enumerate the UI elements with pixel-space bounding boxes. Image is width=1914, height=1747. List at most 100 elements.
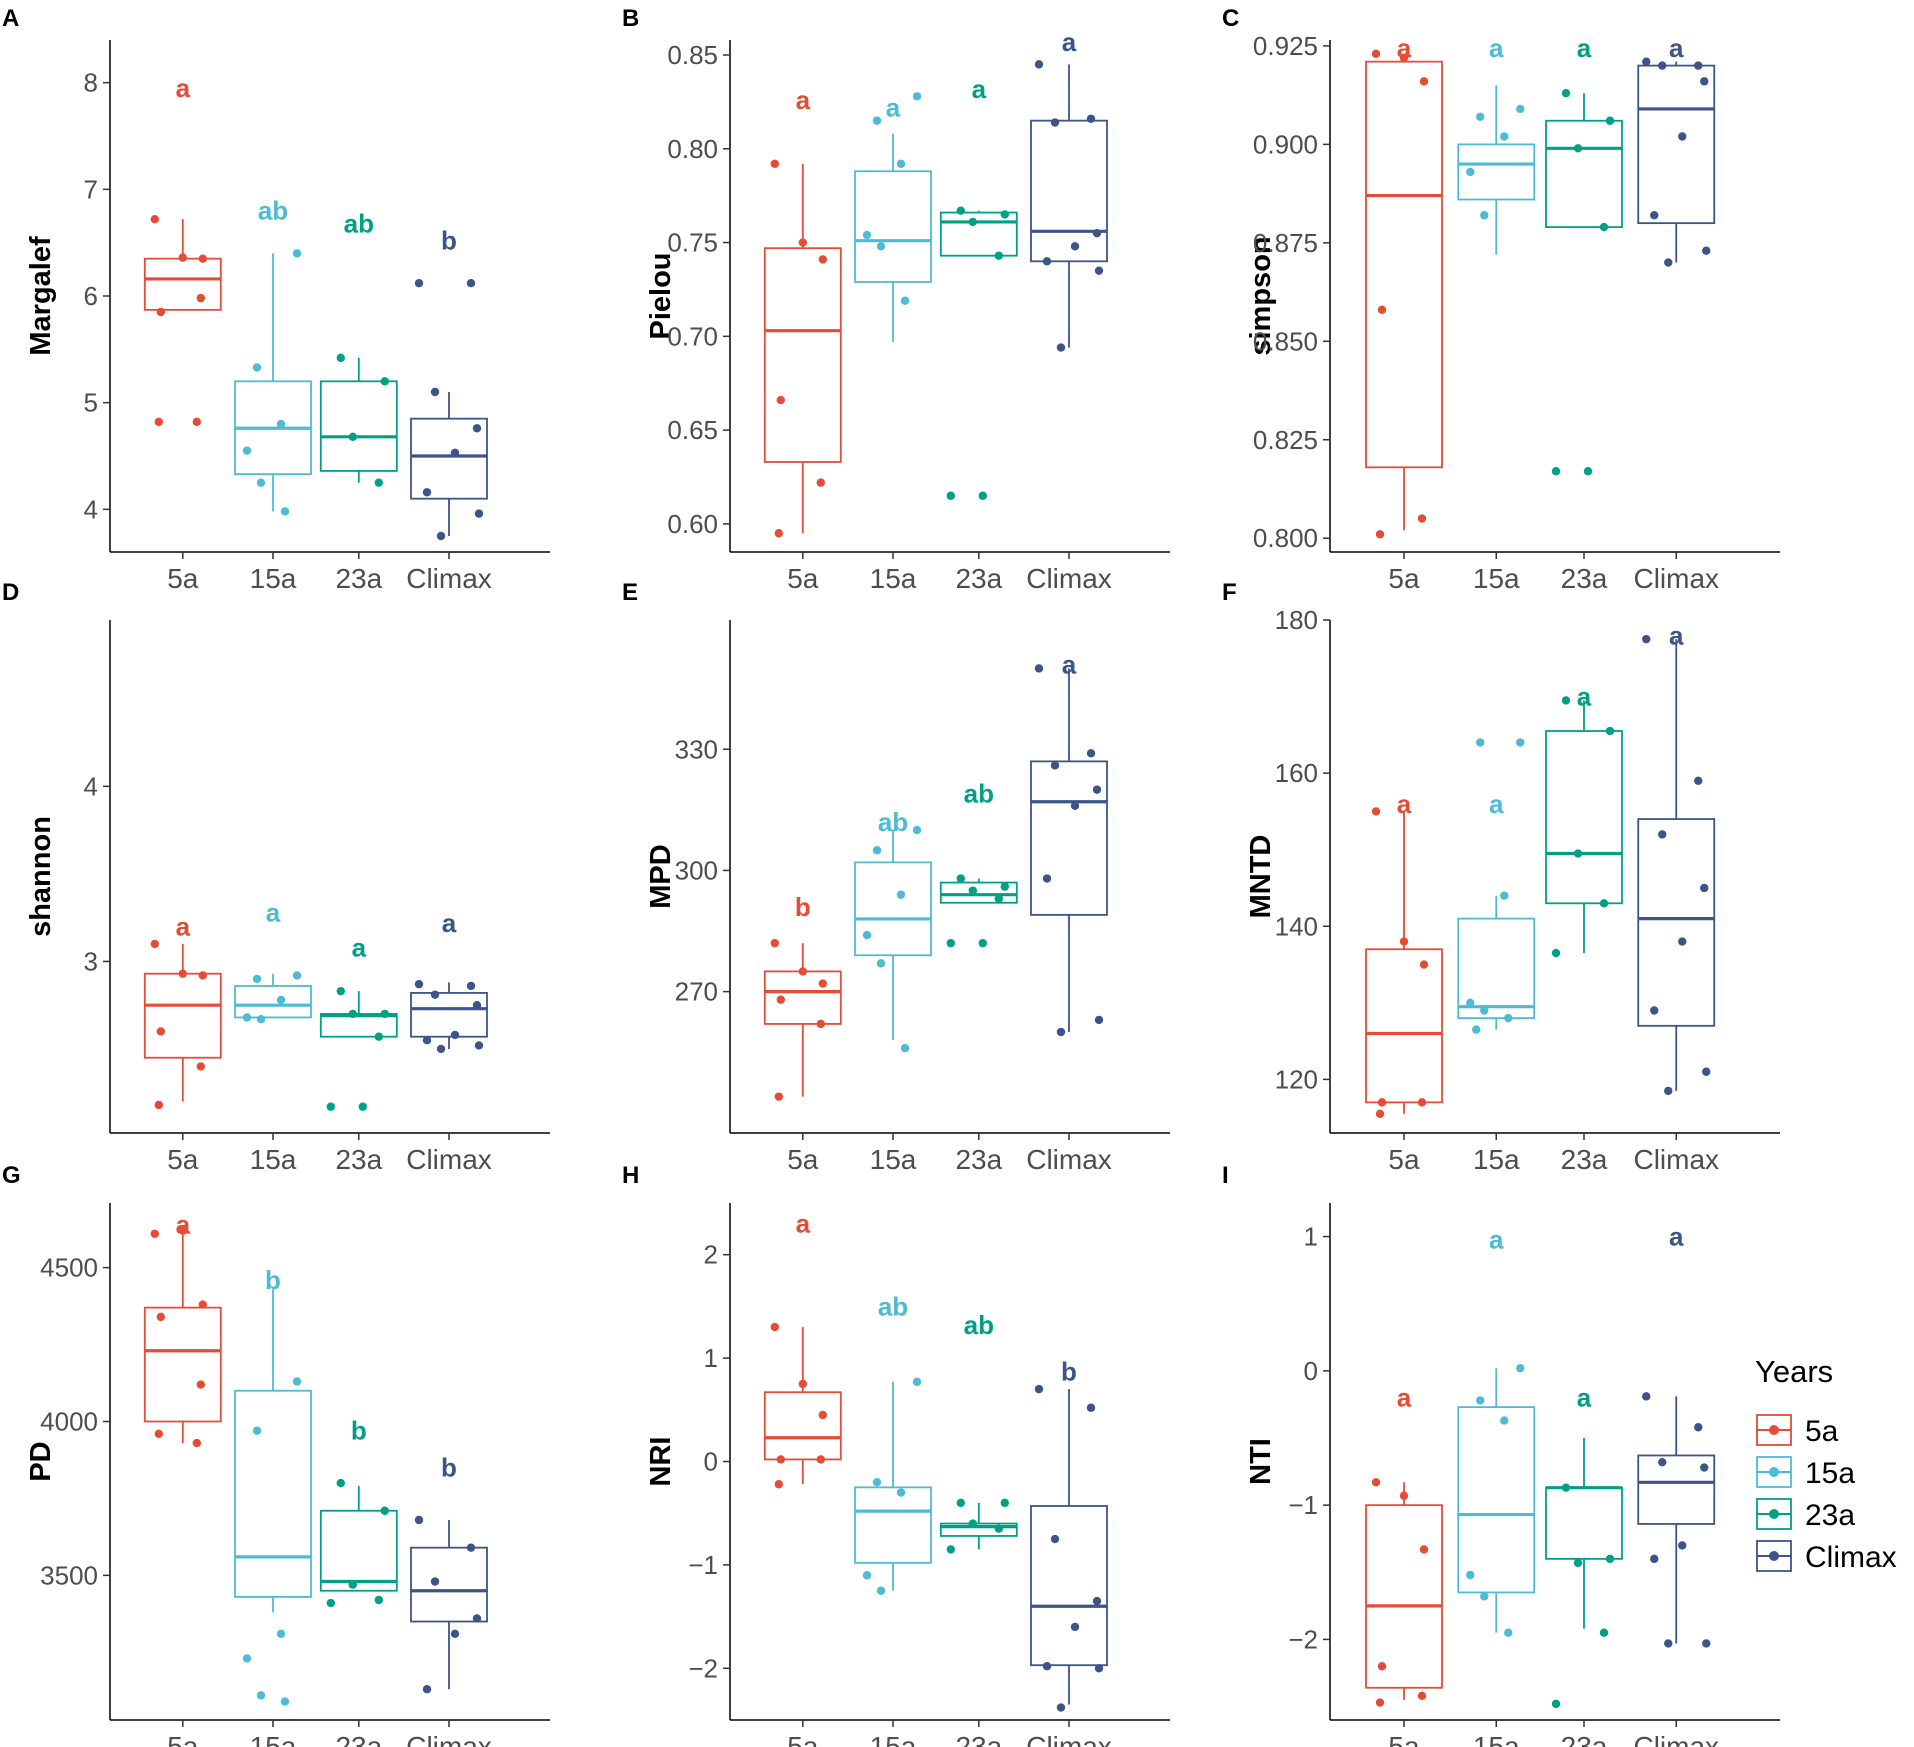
data-point [1466,167,1475,177]
data-point [872,846,882,855]
significance-letter: ab [878,807,908,837]
box-iqr [1030,119,1108,263]
legend-entry: 23a [1756,1498,1855,1532]
y-tick-label: 7 [84,174,98,204]
box-5a [143,943,222,1102]
significance-letter: a [1397,33,1412,63]
y-tick-label: −1 [1288,1490,1318,1520]
data-point [1650,1006,1659,1015]
box-iqr [1030,760,1108,916]
data-point [956,874,965,883]
data-point [1480,1006,1489,1015]
box-iqr [1030,1505,1108,1667]
y-axis-title: shannon [25,816,57,937]
significance-letter: a [1489,33,1504,63]
x-tick-label: 5a [1388,1731,1420,1747]
data-point [1480,211,1489,220]
box-iqr [234,985,312,1019]
box-5a [763,1327,842,1485]
data-point [816,478,825,487]
data-point [1561,1483,1571,1492]
data-point [1050,761,1060,770]
panel-B: B Pielou 0.60 0.65 0.70 0.75 0.80 0.85 5a 15a 23a C… [622,5,1170,594]
x-tick-label: Climax [406,1144,492,1175]
data-point [450,1629,460,1639]
box-15a [234,1289,312,1613]
data-point [1642,634,1651,644]
data-point [1605,116,1615,125]
box-15a [234,973,312,1019]
data-point [956,1498,965,1508]
box-iqr [1457,1406,1536,1594]
data-point [374,1032,383,1041]
data-point [1056,343,1066,352]
y-tick-label: 3500 [40,1560,98,1590]
data-point [336,353,345,363]
data-point [252,1426,262,1435]
data-point [1086,749,1096,758]
y-tick-label: 0.900 [1253,129,1318,159]
data-point [978,491,987,500]
y-tick-label: 0.925 [1253,31,1318,61]
data-point [1599,899,1609,908]
data-point [1642,57,1651,66]
box-iqr [410,1546,488,1623]
x-tick-label: 5a [787,1144,819,1175]
data-point [196,1380,205,1389]
data-point [1476,112,1485,122]
data-point [1500,132,1509,141]
significance-letter: a [1669,620,1684,650]
x-tick-label: 15a [870,563,917,594]
box-5a [1365,1482,1443,1700]
x-tick-label: 23a [335,1144,382,1175]
data-point [1480,1592,1489,1601]
data-point [196,1062,205,1071]
data-point [1092,228,1102,238]
box-15a [1457,895,1536,1030]
data-point [968,217,977,227]
data-point [1605,1554,1615,1564]
panel-A: A Margalef 4 5 6 7 8 5a 15a 23a Climax a ab ab b [2,5,550,594]
box-5a [143,1230,222,1444]
data-point [150,1229,159,1238]
x-tick-label: 15a [250,1731,297,1747]
data-point [770,938,779,948]
data-point [178,1226,187,1235]
y-tick-label: 330 [675,734,718,764]
data-point [198,254,207,263]
data-point [1000,210,1009,219]
data-point [414,979,424,989]
panel-letter-A: A [2,5,19,32]
significance-letter: a [1397,789,1412,819]
data-point [1377,1098,1387,1107]
data-point [252,363,262,372]
y-axis-title: NTI [1245,1438,1277,1485]
box-iqr [939,211,1018,257]
data-point [816,1455,825,1464]
data-point [358,1102,367,1111]
significance-letter: a [1062,27,1077,57]
significance-letter: a [1062,649,1077,679]
data-point [198,971,207,980]
y-tick-label: 8 [84,68,98,98]
box-iqr [1545,1486,1623,1560]
significance-letter: ab [964,779,994,809]
box-iqr [1545,730,1623,905]
box-Climax [1637,1396,1716,1644]
data-point [1094,266,1104,275]
data-point [1050,1534,1060,1544]
box-iqr [763,1391,842,1461]
data-point [1417,514,1427,523]
x-tick-label: 5a [1388,1144,1420,1175]
data-point [1417,1098,1427,1107]
data-point [280,1697,290,1706]
legend-key-dot [1769,1551,1779,1561]
x-tick-label: 23a [335,563,382,594]
x-tick-label: 15a [1473,1144,1520,1175]
box-5a [143,219,222,311]
data-point [1694,1423,1703,1432]
data-point [1551,1699,1561,1709]
data-point [872,1477,882,1487]
y-tick-label: 0 [1304,1356,1318,1386]
significance-letter: a [1577,682,1592,712]
